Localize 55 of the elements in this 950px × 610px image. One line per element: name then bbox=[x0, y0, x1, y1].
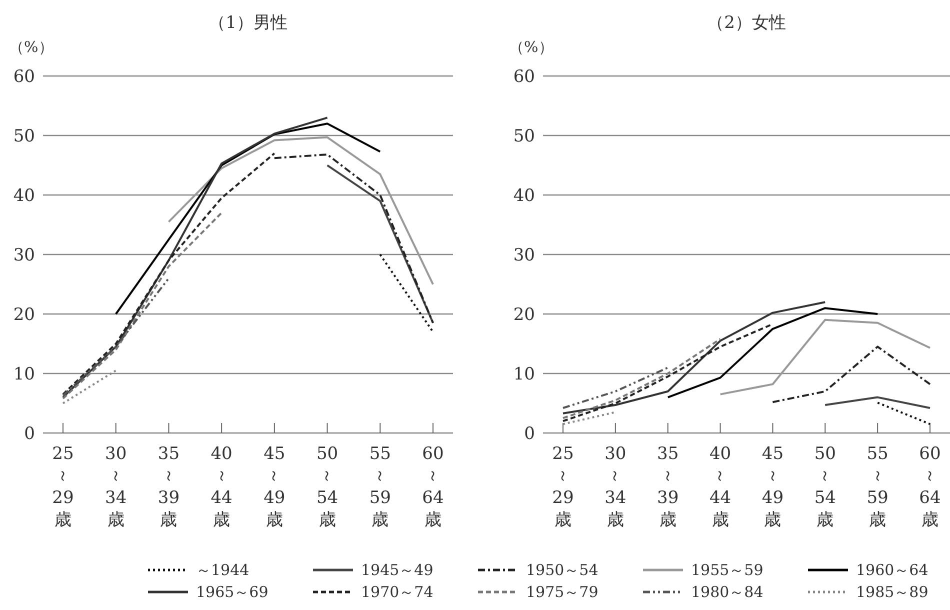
y-tick-label: 30 bbox=[13, 246, 35, 266]
y-tick-label: 10 bbox=[13, 364, 35, 384]
legend-label: ～1944 bbox=[196, 561, 250, 579]
y-tick-label: 20 bbox=[513, 305, 535, 325]
x-tick-label: 25～29歳 bbox=[51, 443, 75, 531]
line-series bbox=[273, 154, 434, 324]
x-tick-label: 60～64歳 bbox=[918, 443, 942, 531]
y-tick-label: 30 bbox=[513, 246, 535, 266]
y-tick-label: 60 bbox=[13, 67, 35, 87]
x-tick-label: 30～34歳 bbox=[104, 443, 128, 531]
x-tick-label: 55～59歳 bbox=[368, 443, 392, 531]
line-series bbox=[168, 136, 434, 286]
chart-title: （2）女性 bbox=[707, 13, 786, 33]
line-series bbox=[62, 116, 328, 398]
x-tick-label: 40～44歳 bbox=[708, 443, 732, 531]
x-tick-label: 45～49歳 bbox=[262, 443, 286, 531]
x-tick-label: 55～59歳 bbox=[866, 443, 890, 531]
y-tick-label: 20 bbox=[13, 305, 35, 325]
y-tick-label: 0 bbox=[24, 424, 35, 444]
line-series bbox=[62, 212, 223, 400]
legend-label: 1950～54 bbox=[526, 561, 598, 579]
x-tick-label: 45～49歳 bbox=[760, 443, 785, 531]
legend-label: 1970～74 bbox=[361, 583, 434, 601]
line-series bbox=[772, 346, 931, 404]
y-tick-label: 40 bbox=[513, 186, 535, 206]
x-tick-label: 35～39歳 bbox=[156, 443, 181, 531]
x-tick-label: 40～44歳 bbox=[210, 443, 234, 531]
y-axis-title: （%） bbox=[509, 38, 554, 56]
y-tick-label: 0 bbox=[524, 424, 535, 444]
legend-label: 1960～64 bbox=[856, 561, 928, 579]
y-tick-label: 50 bbox=[13, 126, 35, 146]
legend-label: 1985～89 bbox=[856, 583, 928, 601]
x-tick-label: 50～54歳 bbox=[813, 443, 837, 531]
chart-title: （1）男性 bbox=[208, 13, 288, 33]
y-tick-label: 40 bbox=[13, 186, 35, 206]
x-tick-label: 30～34歳 bbox=[604, 443, 628, 531]
legend-label: 1945～49 bbox=[361, 561, 434, 579]
legend-label: 1955～59 bbox=[691, 561, 764, 579]
x-tick-label: 25～29歳 bbox=[551, 443, 575, 531]
x-tick-label: 50～54歳 bbox=[315, 443, 340, 531]
line-series bbox=[62, 152, 276, 396]
legend-label: 1980～84 bbox=[691, 583, 764, 601]
y-tick-label: 60 bbox=[513, 67, 535, 87]
y-tick-label: 10 bbox=[513, 364, 535, 384]
x-tick-label: 60～64歳 bbox=[421, 443, 445, 531]
line-series bbox=[562, 338, 722, 420]
line-series bbox=[562, 301, 826, 414]
line-series bbox=[114, 122, 382, 315]
y-axis-title: （%） bbox=[9, 38, 54, 56]
y-tick-label: 50 bbox=[513, 126, 535, 146]
legend-label: 1975～79 bbox=[526, 583, 598, 601]
x-tick-label: 35～39歳 bbox=[656, 443, 680, 531]
line-series bbox=[719, 318, 931, 396]
line-series bbox=[666, 307, 879, 398]
legend-label: 1965～69 bbox=[196, 583, 268, 601]
